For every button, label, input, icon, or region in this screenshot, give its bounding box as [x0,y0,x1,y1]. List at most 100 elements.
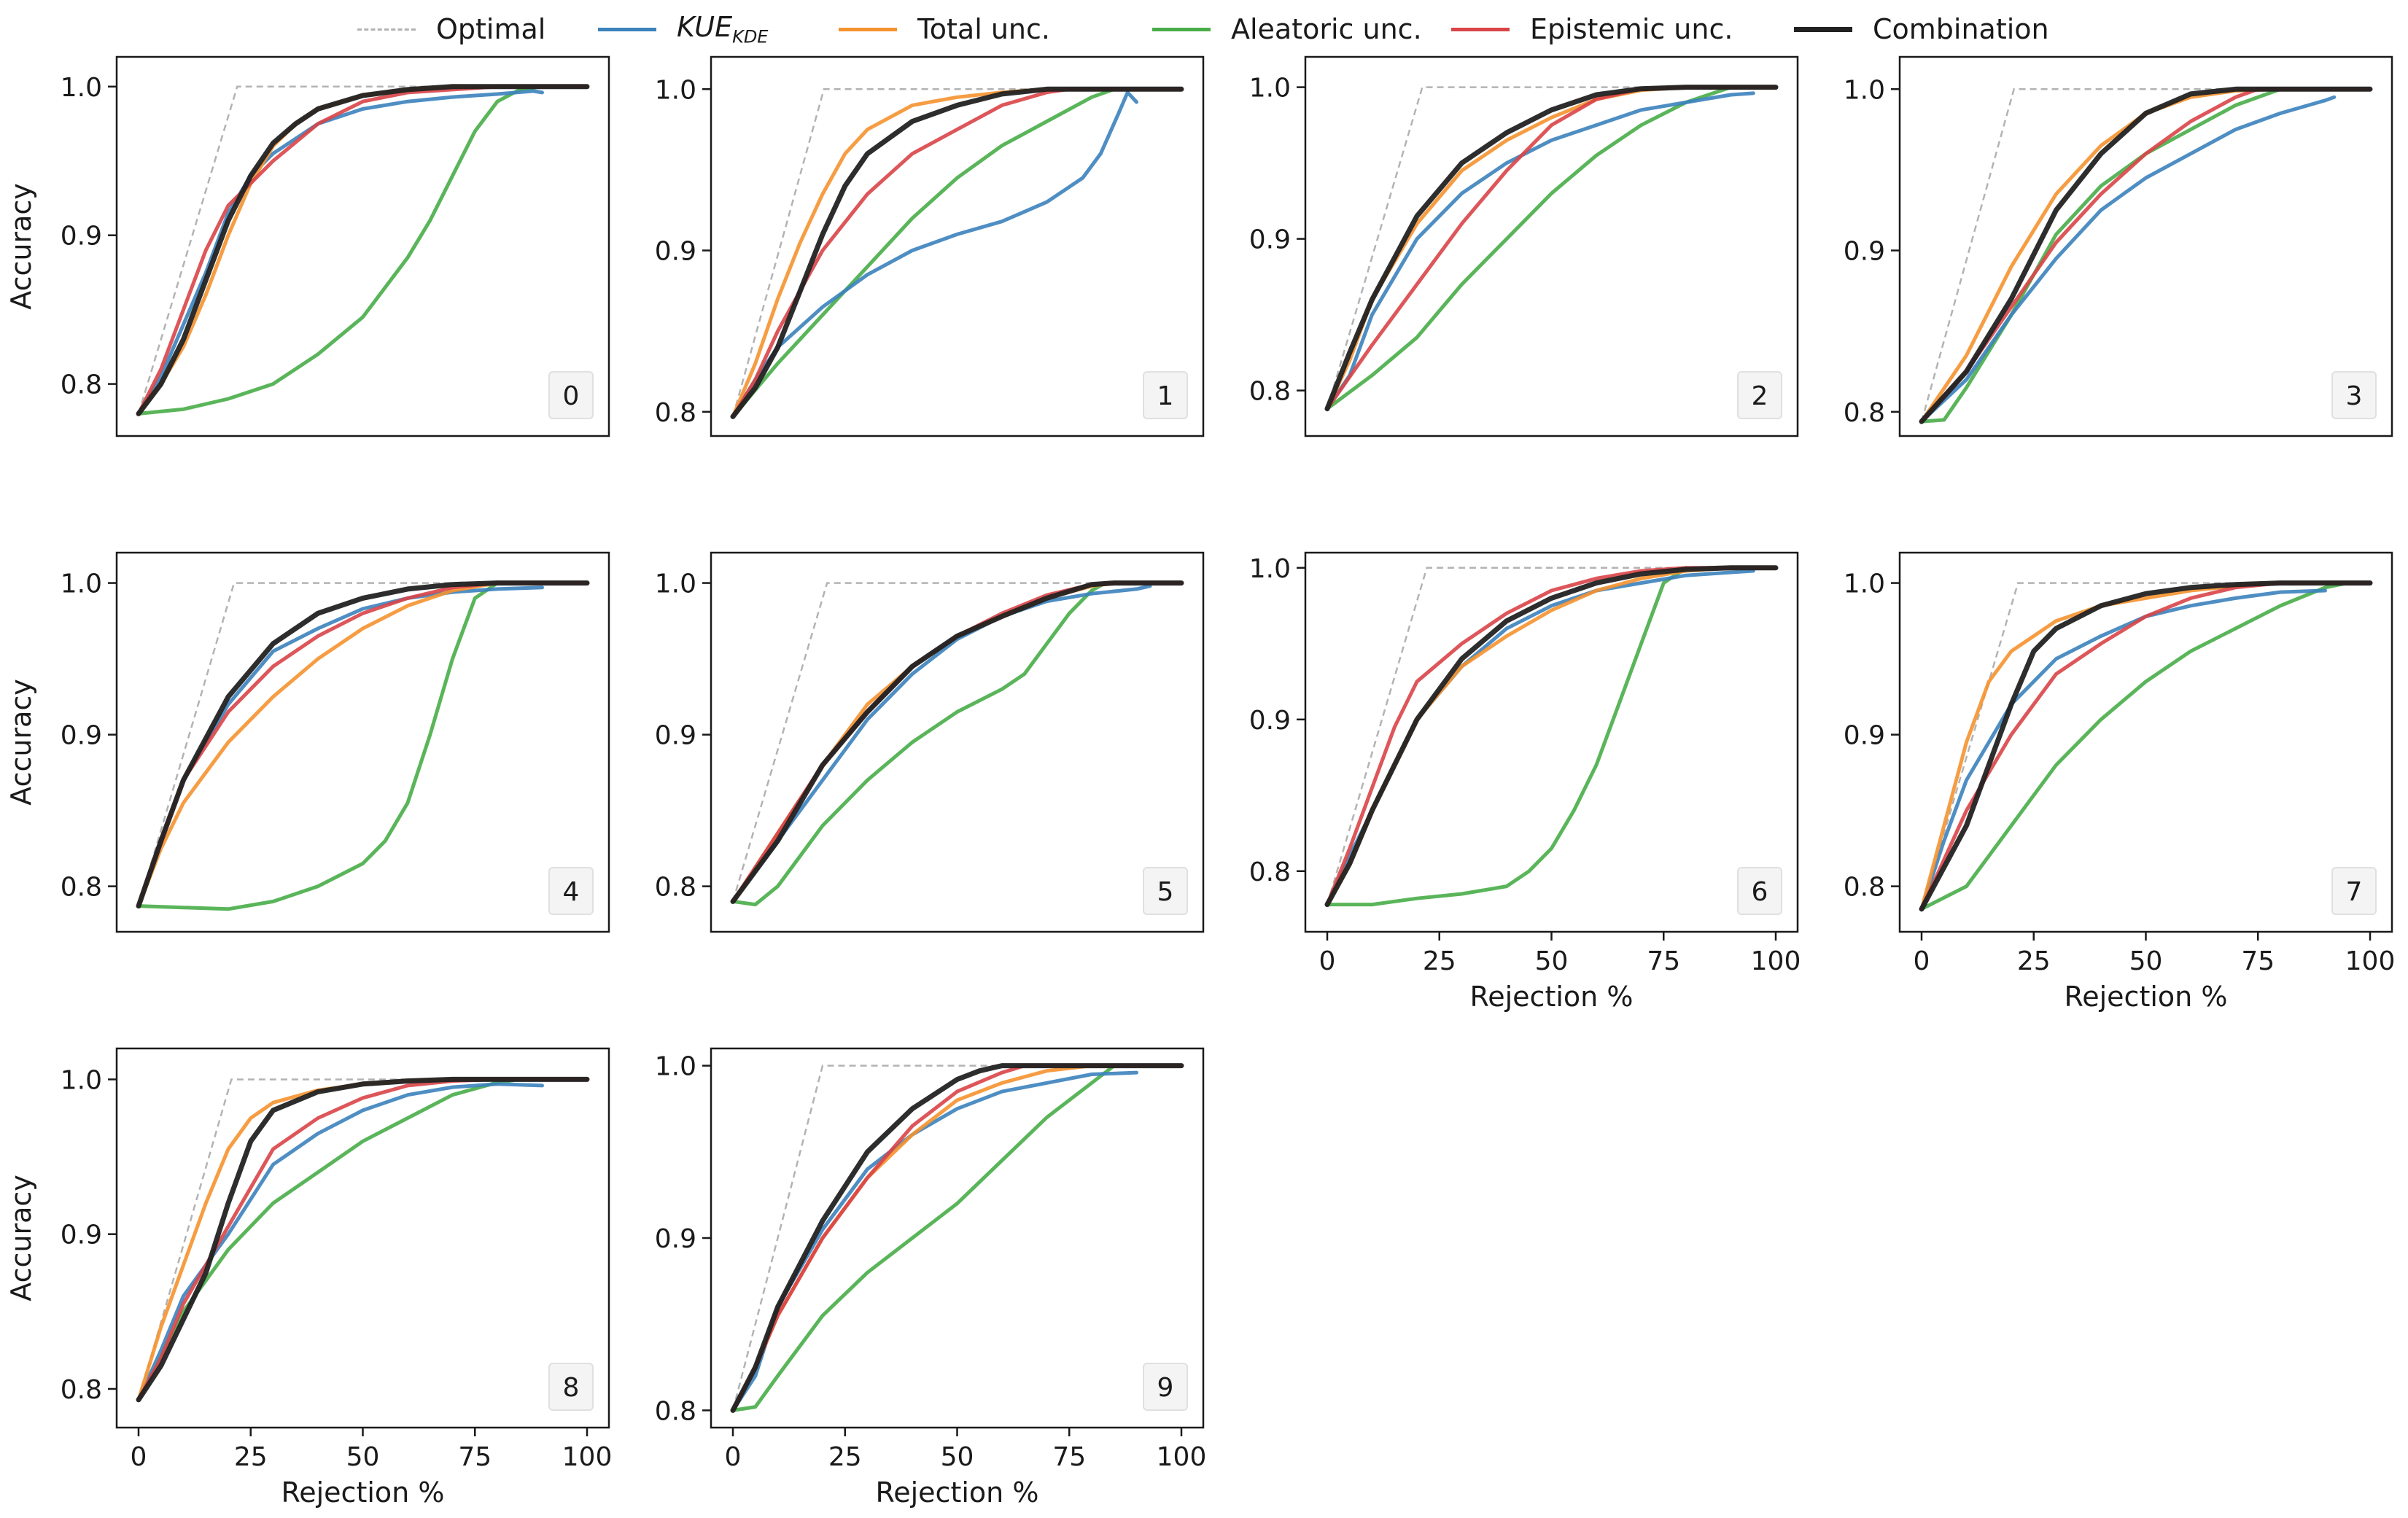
y-tick-label: 0.8 [655,1396,696,1426]
y-tick-label: 0.8 [1249,857,1291,887]
series-aleatoric [1325,85,1733,411]
x-tick-label: 100 [562,1442,613,1472]
panel-frame [115,55,610,437]
x-tick-label: 100 [1751,946,1801,976]
panel-1: 0.8 0.9 1.0 1 [655,55,1205,437]
series-combination [1919,86,2373,424]
x-tick-label: 75 [1052,1442,1086,1472]
legend-label-optimal: Optimal [436,13,546,45]
y-tick-label: 0.8 [61,370,102,400]
legend-label-epistemic: Epistemic unc. [1530,13,1733,45]
x-tick-label: 25 [828,1442,862,1472]
series-aleatoric [731,581,1107,907]
panel-5: 0.8 0.9 1.0 5 [655,551,1205,933]
y-tick-label: 0.8 [1844,398,1885,428]
panel-6: 0.8 0.9 1.0 0 25 50 75 100 Rejection % 6 [1249,551,1801,1013]
y-tick-label: 0.9 [1249,706,1291,736]
panel-badge [1737,867,1782,915]
legend-swatch-total [839,27,897,31]
legend-item-total: Total unc. [839,9,1050,50]
y-axis-label: Accuracy [5,1175,37,1301]
y-tick-label: 0.8 [61,873,102,903]
panel-series [1324,85,1779,412]
series-kue [1325,91,1755,411]
series-combination [1324,565,1779,908]
series-combination [136,84,590,416]
x-tick-label: 100 [1157,1442,1207,1472]
y-tick-label: 0.9 [1249,225,1291,255]
panel-0: 0.8 0.9 1.0 Accuracy 0 [5,55,610,437]
y-tick-label: 0.9 [61,1221,102,1250]
y-tick-label: 0.8 [1249,377,1291,407]
panel-badge [1143,1363,1188,1411]
panel-number: 6 [1752,877,1768,907]
panel-frame [115,1047,610,1429]
y-tick-label: 0.8 [61,1375,102,1405]
panel-frame [1304,55,1799,437]
x-axis-label: Rejection % [876,1476,1039,1509]
legend-label-combination: Combination [1873,13,2049,45]
series-epistemic [136,85,589,416]
series-optimal [731,582,1181,902]
series-combination [1919,580,2373,912]
panel-9: 0.8 0.9 1.0 0 25 50 75 100 Rejection % 9 [655,1047,1207,1509]
panel-series [136,84,590,416]
legend-item-aleatoric: Aleatoric unc. [1152,9,1422,50]
legend-swatch-aleatoric [1152,27,1211,31]
panel-badge [1737,371,1782,419]
panel-series [1919,580,2373,912]
legend-item-optimal: Optimal [357,9,545,50]
y-tick-label: 1.0 [655,1052,696,1082]
series-kue [1919,588,2327,911]
panel-number: 7 [2346,877,2363,907]
x-tick-label: 25 [234,1442,268,1472]
series-total [136,581,589,908]
panel-number: 5 [1157,877,1174,907]
panel-number: 1 [1157,381,1174,411]
panel-badge [548,1363,594,1411]
legend-swatch-combination [1794,26,1852,32]
y-tick-label: 1.0 [61,569,102,599]
x-tick-label: 0 [1914,946,1930,976]
series-epistemic [1325,566,1778,907]
panel-number: 8 [563,1373,580,1403]
y-tick-label: 0.9 [655,237,696,267]
y-tick-label: 0.9 [655,1224,696,1254]
panel-series [136,1076,590,1403]
y-axis-label: Accuracy [5,679,37,806]
series-aleatoric [1325,566,1688,907]
y-tick-label: 1.0 [61,1065,102,1095]
panel-series [1324,565,1779,908]
panel-number: 0 [563,381,580,411]
panel-number: 2 [1752,381,1768,411]
panel-frame [115,551,610,933]
series-aleatoric [136,1077,522,1402]
y-tick-label: 0.9 [61,721,102,751]
y-tick-label: 1.0 [655,75,696,105]
legend-swatch-optimal [357,28,416,31]
x-tick-label: 50 [2129,946,2163,976]
panel-badge [2331,371,2377,419]
series-kue [136,1082,544,1402]
series-aleatoric [731,87,1116,419]
panel-series [136,580,590,911]
legend-item-kue: KUEKDE [598,9,768,50]
y-tick-label: 0.9 [655,721,696,751]
panel-frame [710,1047,1205,1429]
y-tick-label: 1.0 [655,569,696,599]
y-tick-label: 0.9 [1844,237,1885,267]
y-tick-label: 0.9 [61,222,102,252]
legend-swatch-kue [598,27,656,31]
y-tick-label: 0.8 [655,398,696,428]
legend: Optimal KUEKDE Total unc. Aleatoric unc.… [0,0,2408,58]
panel-badge [1143,867,1188,915]
y-tick-label: 0.8 [655,873,696,903]
x-axis-label: Rejection % [2065,981,2228,1013]
series-aleatoric [1919,581,2350,911]
panel-number: 9 [1157,1373,1174,1403]
x-axis-label: Rejection % [1470,981,1634,1013]
series-aleatoric [1919,87,2283,424]
legend-label-total: Total unc. [917,13,1050,45]
series-combination [730,1063,1184,1413]
legend-item-combination: Combination [1794,9,2049,50]
